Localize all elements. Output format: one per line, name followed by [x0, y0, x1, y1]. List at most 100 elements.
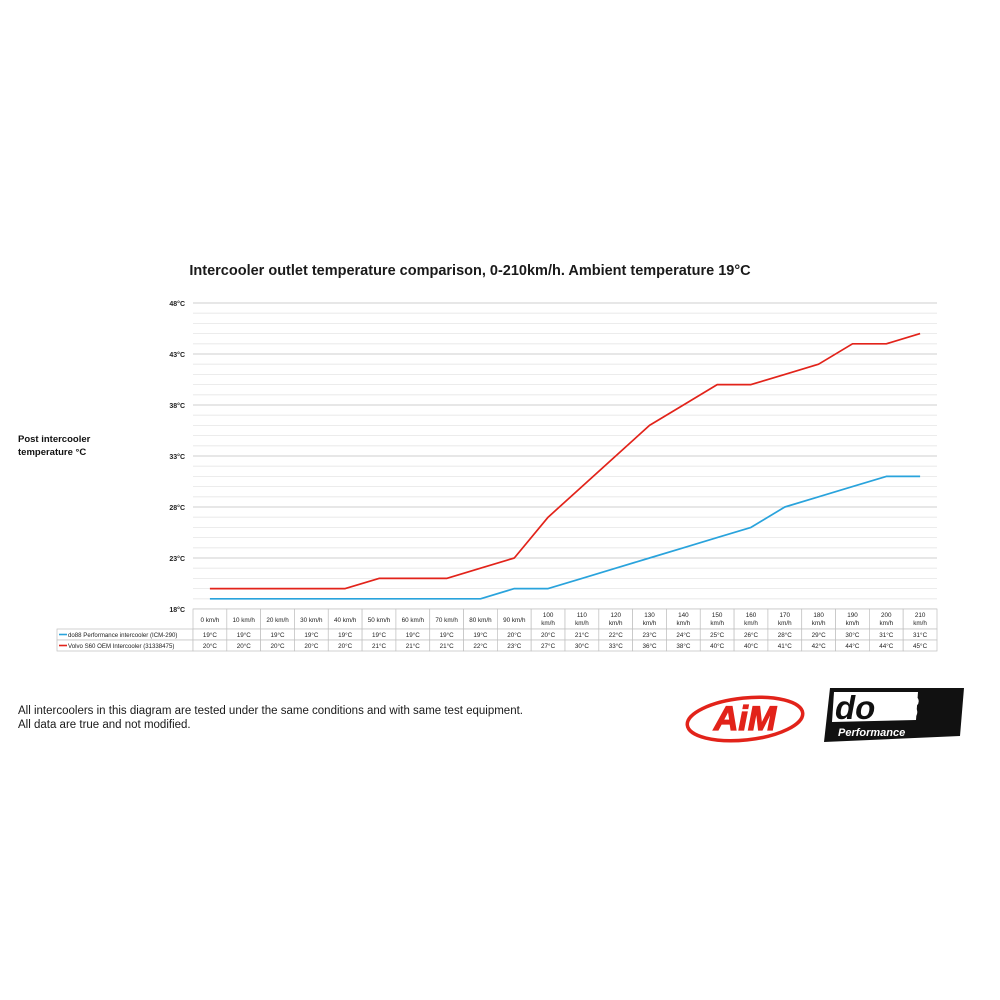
- data-label: 20°C: [338, 642, 353, 650]
- data-label: 19°C: [338, 631, 353, 639]
- legend-label: do88 Performance intercooler (ICM-290): [68, 632, 177, 639]
- data-label: 20°C: [203, 642, 218, 650]
- data-label: 31°C: [879, 631, 894, 639]
- x-category-label: 210: [915, 612, 926, 619]
- data-label: 27°C: [541, 642, 556, 650]
- data-label: 30°C: [845, 631, 860, 639]
- data-label: 36°C: [643, 642, 658, 650]
- data-label: 19°C: [406, 631, 421, 639]
- y-tick-label: 18°C: [169, 606, 185, 614]
- data-label: 29°C: [812, 631, 827, 639]
- y-tick-label: 43°C: [169, 351, 185, 359]
- x-category-label: 20 km/h: [266, 617, 289, 624]
- y-tick-label: 48°C: [169, 300, 185, 308]
- data-label: 40°C: [744, 642, 759, 650]
- data-label: 21°C: [440, 642, 455, 650]
- data-label: 19°C: [304, 631, 319, 639]
- x-category-label: 150: [712, 612, 723, 619]
- data-label: 20°C: [507, 631, 522, 639]
- data-label: 20°C: [237, 642, 252, 650]
- legend-label: Volvo S60 OEM Intercooler (31338475): [68, 643, 174, 650]
- data-label: 20°C: [304, 642, 319, 650]
- do88-logo: do 88 Performance: [824, 688, 964, 742]
- x-category-label-unit: km/h: [609, 620, 623, 627]
- x-category-label-unit: km/h: [913, 620, 927, 627]
- x-category-label-unit: km/h: [575, 620, 589, 627]
- data-label: 25°C: [710, 631, 725, 639]
- x-category-label: 10 km/h: [233, 617, 256, 624]
- data-label: 44°C: [879, 642, 894, 650]
- x-category-label: 170: [780, 612, 791, 619]
- x-category-label-unit: km/h: [778, 620, 792, 627]
- y-tick-label: 33°C: [169, 453, 185, 461]
- data-label: 21°C: [372, 642, 387, 650]
- x-category-label: 180: [813, 612, 824, 619]
- x-category-label: 120: [610, 612, 621, 619]
- x-category-label: 140: [678, 612, 689, 619]
- data-label: 26°C: [744, 631, 759, 639]
- x-category-label-unit: km/h: [744, 620, 758, 627]
- data-label: 19°C: [203, 631, 218, 639]
- x-category-label: 70 km/h: [435, 617, 458, 624]
- chart-gridlines: [193, 302, 937, 610]
- data-label: 20°C: [541, 631, 556, 639]
- data-label: 38°C: [676, 642, 691, 650]
- x-category-label-unit: km/h: [812, 620, 826, 627]
- x-category-label-unit: km/h: [677, 620, 691, 627]
- data-label: 31°C: [913, 631, 928, 639]
- data-label: 28°C: [778, 631, 793, 639]
- footnote: All intercoolers in this diagram are tes…: [18, 704, 638, 732]
- x-category-label-unit: km/h: [541, 620, 555, 627]
- series-line-1: [209, 475, 921, 600]
- x-category-label: 160: [746, 612, 757, 619]
- x-category-label: 90 km/h: [503, 617, 526, 624]
- data-label: 19°C: [473, 631, 488, 639]
- y-tick-label: 23°C: [169, 555, 185, 563]
- data-label: 41°C: [778, 642, 793, 650]
- data-label: 33°C: [609, 642, 624, 650]
- do88-logo-text-88: 88: [882, 689, 919, 726]
- aim-logo-text: AiM: [713, 700, 777, 738]
- data-label: 24°C: [676, 631, 691, 639]
- data-label: 22°C: [609, 631, 624, 639]
- footnote-line-2: All data are true and not modified.: [18, 719, 191, 731]
- data-label: 30°C: [575, 642, 590, 650]
- x-category-label-unit: km/h: [643, 620, 657, 627]
- x-category-label: 0 km/h: [200, 617, 219, 624]
- do88-logo-subtext: Performance: [838, 727, 905, 739]
- x-category-label: 30 km/h: [300, 617, 323, 624]
- data-label: 22°C: [473, 642, 488, 650]
- data-table: 0 km/h 10 km/h 20 km/h 30 km/h 40 km/h 50 km/…: [56, 608, 938, 652]
- data-label: 23°C: [643, 631, 658, 639]
- data-label: 45°C: [913, 642, 928, 650]
- x-category-label-unit: km/h: [710, 620, 724, 627]
- x-category-label: 60 km/h: [402, 617, 425, 624]
- x-category-label: 40 km/h: [334, 617, 357, 624]
- footnote-line-1: All intercoolers in this diagram are tes…: [18, 705, 523, 717]
- x-category-label-unit: km/h: [879, 620, 893, 627]
- aim-logo: AiM: [685, 695, 805, 743]
- data-label: 19°C: [440, 631, 455, 639]
- data-label: 40°C: [710, 642, 725, 650]
- data-label: 19°C: [372, 631, 387, 639]
- y-axis-ticks: 18°C 23°C 28°C 33°C 38°C 43°C 48°C: [169, 300, 185, 614]
- x-category-label: 200: [881, 612, 892, 619]
- data-label: 23°C: [507, 642, 522, 650]
- table-cell: [902, 639, 938, 652]
- x-category-label: 100: [543, 612, 554, 619]
- data-label: 21°C: [406, 642, 421, 650]
- data-label: 42°C: [812, 642, 827, 650]
- x-category-label: 130: [644, 612, 655, 619]
- series-line-2: [209, 332, 921, 590]
- data-label: 21°C: [575, 631, 590, 639]
- x-category-label-unit: km/h: [846, 620, 860, 627]
- y-tick-label: 28°C: [169, 504, 185, 512]
- y-axis-label-line-2: temperature °C: [18, 447, 87, 458]
- x-category-label: 80 km/h: [469, 617, 492, 624]
- data-label: 19°C: [237, 631, 252, 639]
- data-label: 44°C: [845, 642, 860, 650]
- x-category-label: 50 km/h: [368, 617, 391, 624]
- y-tick-label: 38°C: [169, 402, 185, 410]
- chart-title: Intercooler outlet temperature compariso…: [189, 263, 751, 279]
